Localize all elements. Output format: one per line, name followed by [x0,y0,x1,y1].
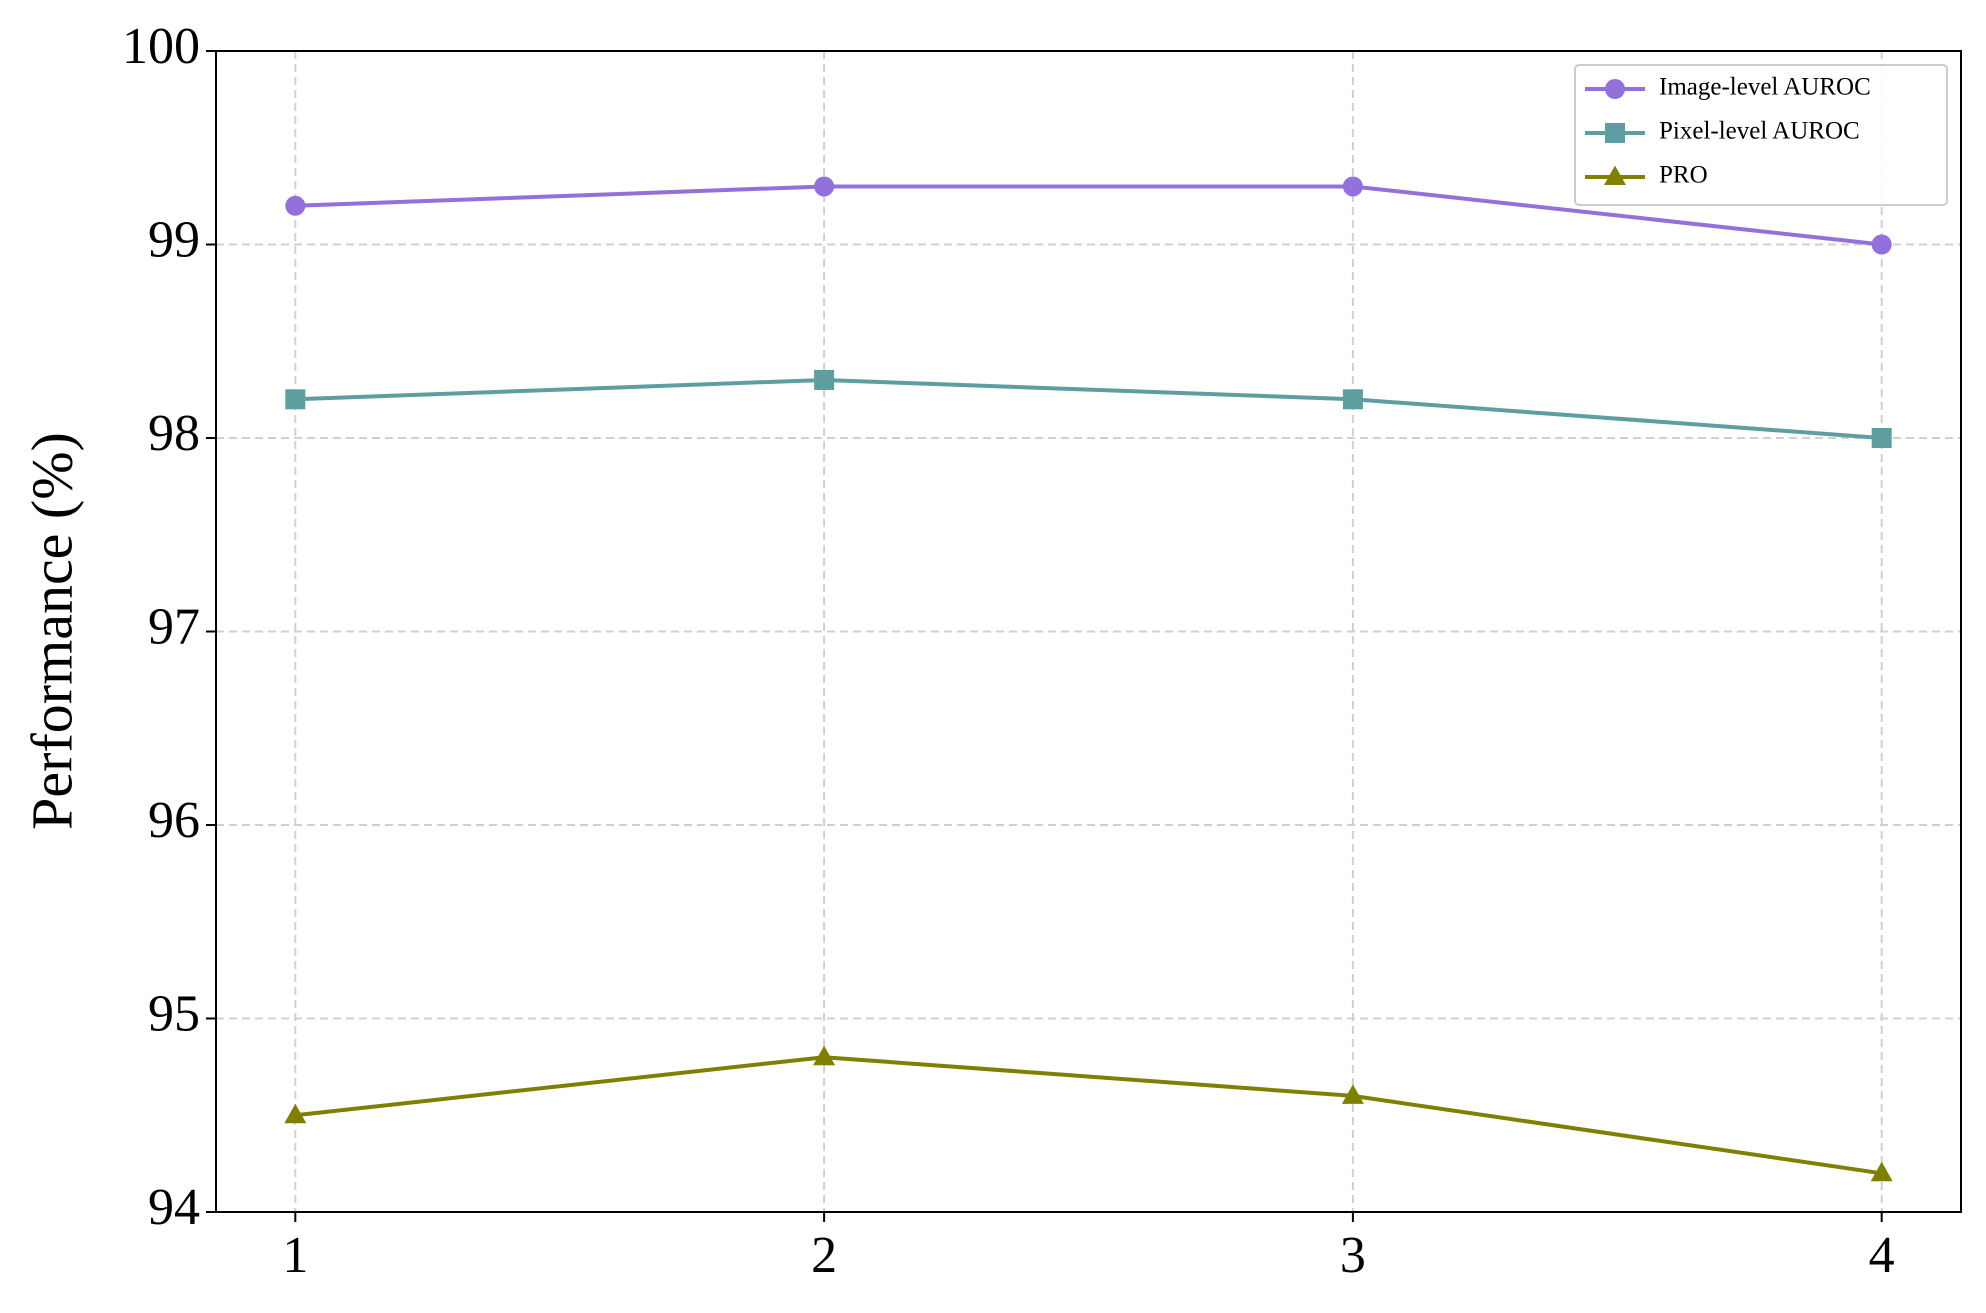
marker [1870,1161,1893,1182]
y-tick-label: 95 [148,985,200,1042]
marker [284,1103,307,1124]
legend-label: PRO [1659,162,1708,189]
y-tick-label: 100 [122,18,200,75]
marker [1342,176,1363,197]
y-tick-label: 97 [148,598,200,655]
legend-label: Pixel-level AUROC [1659,118,1860,145]
marker [814,176,835,197]
y-tick-label: 98 [148,405,200,462]
marker [285,195,306,216]
marker [1341,1084,1364,1104]
plot-frame [215,50,1962,1213]
y-tick-label: 96 [148,792,200,849]
marker [1342,389,1363,410]
legend: Image-level AUROC Pixel-level AUROC PRO [1574,64,1948,206]
x-tick-label: 1 [282,1227,308,1284]
marker [1604,165,1626,185]
x-tick-label: 3 [1340,1227,1366,1284]
marker [1871,234,1892,255]
legend-box [1574,64,1948,206]
x-tick-label: 4 [1869,1227,1895,1284]
marker [1871,428,1892,448]
marker [1605,79,1625,99]
marker [814,369,835,390]
legend-label: Image-level AUROC [1659,74,1871,101]
marker [285,389,306,410]
marker [1605,123,1625,143]
y-tick-label: 94 [148,1179,200,1236]
marker [813,1045,836,1066]
y-axis-label: Performance (%) [19,432,84,830]
series-line [295,377,1882,440]
series-line [295,1055,1882,1176]
series-line [295,184,1882,247]
y-tick-label: 99 [148,211,200,268]
x-tick-label: 2 [811,1227,837,1284]
